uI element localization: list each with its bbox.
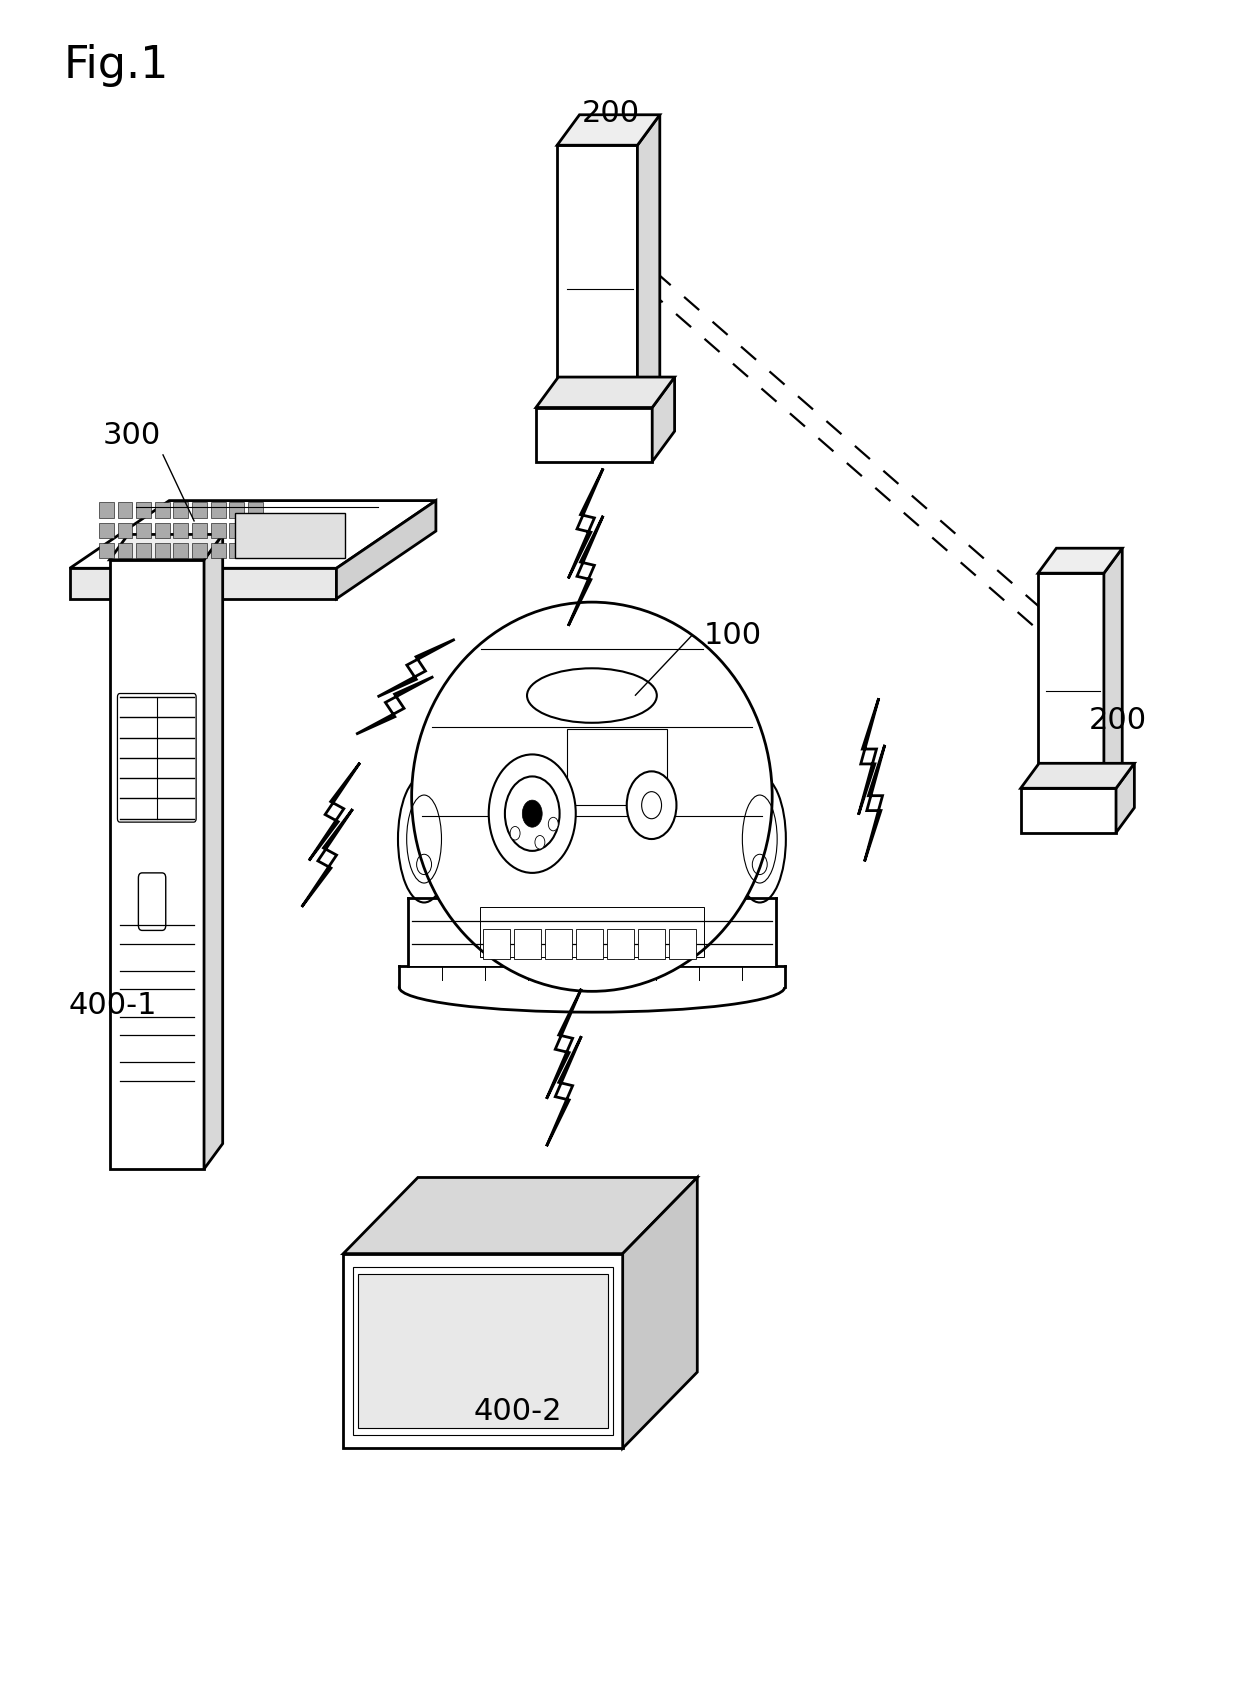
Polygon shape [248,522,263,537]
Text: Fig.1: Fig.1 [64,44,169,86]
Polygon shape [567,729,667,805]
Text: 300: 300 [103,420,161,449]
Polygon shape [173,542,188,558]
Polygon shape [173,522,188,537]
Polygon shape [98,542,113,558]
Polygon shape [1020,763,1134,788]
Polygon shape [117,522,132,537]
Polygon shape [117,542,132,558]
Polygon shape [513,929,541,959]
Polygon shape [204,534,223,1170]
Polygon shape [482,929,510,959]
Circle shape [627,771,677,839]
Polygon shape [98,522,113,537]
Polygon shape [192,502,207,517]
Polygon shape [1038,573,1104,788]
Polygon shape [70,568,336,598]
Polygon shape [211,522,226,537]
Polygon shape [1038,547,1123,573]
Polygon shape [248,502,263,517]
Polygon shape [155,542,169,558]
Ellipse shape [527,668,657,722]
Polygon shape [1116,763,1134,832]
Polygon shape [211,502,226,517]
Polygon shape [344,1254,623,1448]
Circle shape [510,827,520,841]
Polygon shape [235,514,345,558]
Circle shape [505,776,559,851]
Polygon shape [155,522,169,537]
Polygon shape [545,929,572,959]
Polygon shape [344,1178,698,1254]
Polygon shape [399,966,785,986]
Text: 400-2: 400-2 [473,1397,562,1427]
Polygon shape [117,502,132,517]
Polygon shape [136,502,151,517]
Polygon shape [358,1275,608,1427]
Ellipse shape [734,776,786,902]
Ellipse shape [399,963,785,1012]
Polygon shape [623,1178,698,1448]
Polygon shape [192,522,207,537]
Circle shape [535,836,545,849]
Polygon shape [110,559,204,1170]
Polygon shape [638,929,665,959]
Polygon shape [110,534,223,559]
Polygon shape [136,522,151,537]
Circle shape [548,817,558,831]
Circle shape [522,800,542,827]
Ellipse shape [411,602,773,992]
Polygon shape [576,929,603,959]
Polygon shape [536,407,652,461]
Polygon shape [155,502,169,517]
Polygon shape [652,376,674,461]
Polygon shape [192,542,207,558]
Polygon shape [229,502,244,517]
Polygon shape [173,502,188,517]
Polygon shape [1020,788,1116,832]
Polygon shape [248,542,263,558]
Polygon shape [211,542,226,558]
Polygon shape [229,522,244,537]
Polygon shape [557,146,638,407]
Polygon shape [336,500,436,598]
Polygon shape [229,542,244,558]
Polygon shape [536,376,674,407]
Polygon shape [136,542,151,558]
Text: 100: 100 [704,622,763,651]
Polygon shape [1104,547,1123,788]
Circle shape [642,792,662,819]
Polygon shape [407,898,776,966]
Polygon shape [557,115,660,146]
Polygon shape [70,500,436,568]
Polygon shape [669,929,697,959]
Circle shape [488,754,576,873]
Text: 200: 200 [1089,707,1148,736]
Ellipse shape [397,776,450,902]
Polygon shape [98,502,113,517]
Text: 400-1: 400-1 [69,992,157,1020]
Polygon shape [607,929,634,959]
Polygon shape [638,115,660,407]
Text: 200: 200 [582,100,639,129]
